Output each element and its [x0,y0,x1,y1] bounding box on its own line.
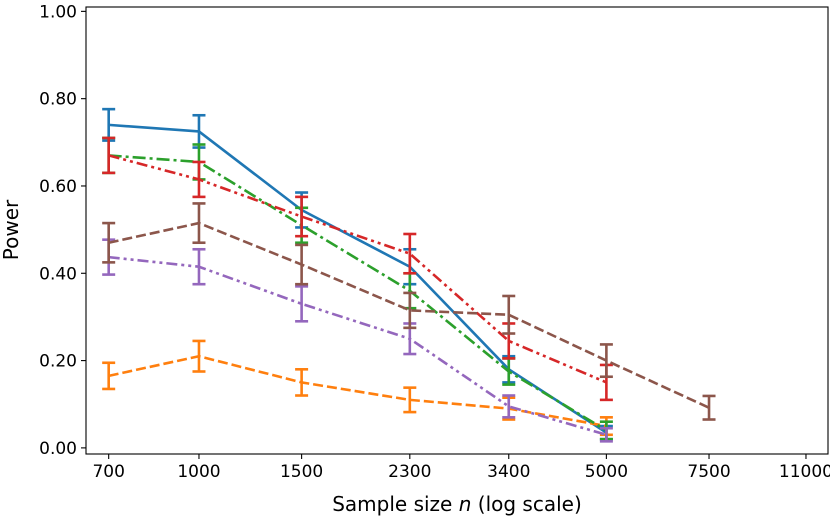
series-line [108,154,607,384]
x-tick-label: 7500 [687,462,730,482]
x-tick-label: 700 [92,462,124,482]
y-tick-label: 0.60 [39,177,77,197]
error-bar [192,247,206,286]
x-tick-label: 11000 [779,462,830,482]
y-axis-label: Power [0,199,23,260]
error-bar [295,243,309,286]
series-brown [102,202,716,421]
x-tick-label: 1500 [280,462,323,482]
error-bar [102,361,116,391]
series-line [108,255,607,437]
x-tick-label: 3400 [487,462,530,482]
x-tick-label: 2300 [388,462,431,482]
x-axis-label: Sample size n (log scale) [332,492,582,516]
y-tick-label: 1.00 [39,2,77,22]
plot-frame [85,6,829,455]
error-bar [702,394,716,421]
error-bar [599,343,613,379]
y-tick-label: 0.40 [39,264,77,284]
x-axis-label-suffix: (log scale) [471,492,581,516]
y-tick-label: 0.20 [39,352,77,372]
x-axis-label-var: n [459,492,472,516]
error-bar [295,195,309,238]
error-bar [502,394,516,419]
axes-layer: 700 1000 1500 2300 3400 5000 7500 11000 0.00 0.20… [39,2,830,482]
error-bar [295,368,309,397]
error-bar [599,426,613,443]
error-bar [192,202,206,245]
x-axis-label-prefix: Sample size [332,492,458,516]
error-bar [102,136,116,175]
plot-background [86,7,828,454]
error-bar [403,386,417,414]
y-tick-label: 0.00 [39,439,77,459]
series-line [108,154,608,432]
error-bar [502,294,516,335]
error-bar [403,291,417,330]
x-tick-label: 1000 [177,462,220,482]
error-bar [102,221,116,264]
error-bar [295,285,309,323]
error-bar [403,232,417,275]
series-layer [102,107,716,443]
error-bar [192,160,206,199]
y-tick-label: 0.80 [39,90,77,110]
x-tick-label: 5000 [585,462,628,482]
error-bar [192,339,206,373]
